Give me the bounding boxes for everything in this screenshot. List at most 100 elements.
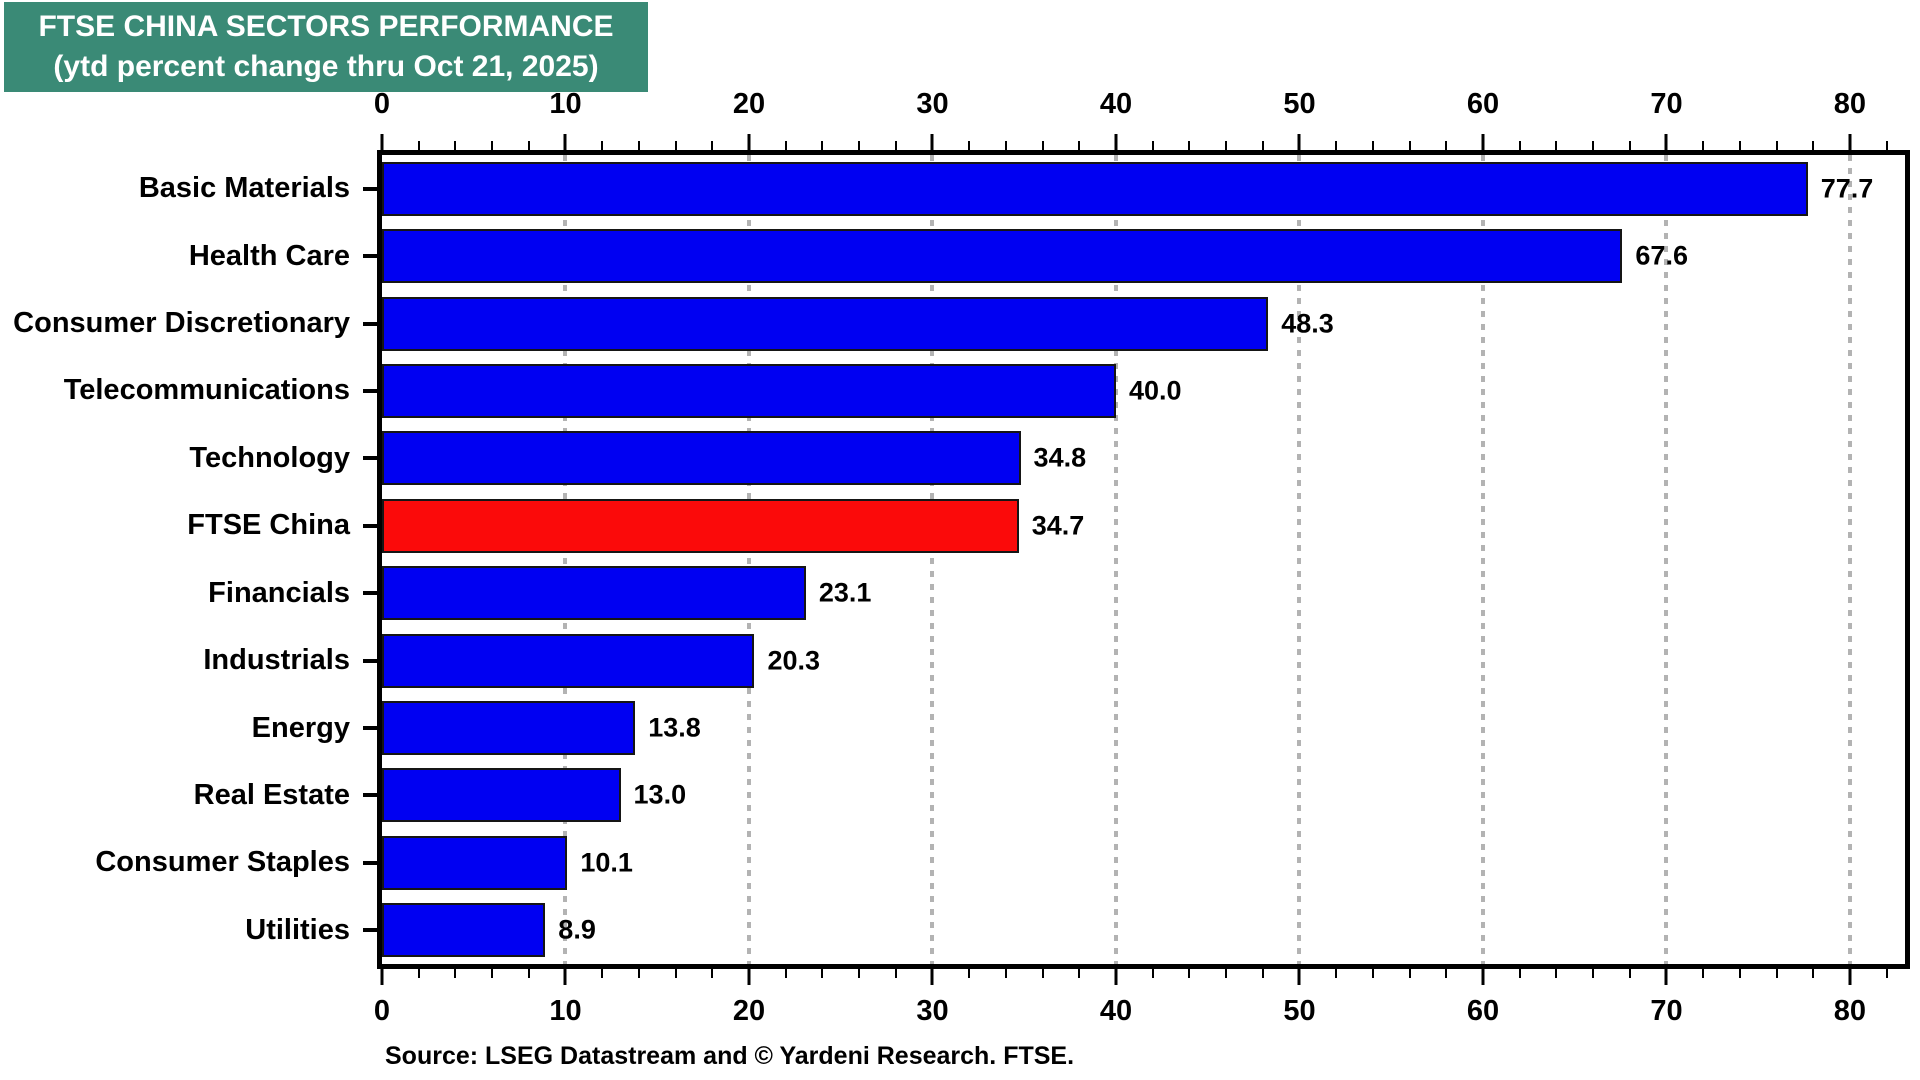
x-tick-mark-bottom <box>1114 969 1118 985</box>
x-tick-mark-top <box>1628 141 1631 150</box>
category-tick-mark <box>363 726 377 731</box>
bar-row-industrials: 20.3 <box>382 627 1905 694</box>
x-tick-mark-bottom <box>1702 969 1705 978</box>
x-tick-mark-top <box>1371 141 1374 150</box>
x-tick-label-top: 50 <box>1283 88 1316 120</box>
bar-row-consumer-discretionary: 48.3 <box>382 290 1905 357</box>
category-row-basic-materials: Basic Materials <box>30 155 377 222</box>
x-tick-mark-bottom <box>491 969 494 978</box>
category-tick-mark <box>363 388 377 393</box>
x-tick-mark-bottom <box>1041 969 1044 978</box>
category-tick-mark <box>363 658 377 663</box>
x-tick-mark-top <box>1885 141 1888 150</box>
bar-consumer-discretionary <box>382 296 1269 351</box>
bar-value-utilities: 8.9 <box>558 914 596 945</box>
x-tick-mark-top <box>1041 141 1044 150</box>
x-tick-mark-top <box>1775 141 1778 150</box>
x-axis-bottom-labels: 0 10 20 30 40 50 60 70 80 <box>374 995 1905 1033</box>
category-axis: Basic Materials Health Care Consumer Discr… <box>13 155 377 964</box>
x-tick-mark-top <box>601 141 604 150</box>
category-tick-mark <box>363 321 377 326</box>
x-tick-mark-top <box>380 134 384 150</box>
x-tick-mark-top <box>858 141 861 150</box>
x-tick-mark-top <box>711 141 714 150</box>
category-tick-mark <box>363 860 377 865</box>
category-row-utilities: Utilities <box>30 897 377 964</box>
x-tick-mark-top <box>1664 134 1668 150</box>
bar-energy <box>382 701 636 756</box>
bar-value-financials: 23.1 <box>818 577 872 608</box>
gridline-20 <box>746 155 751 964</box>
x-tick-mark-top <box>1848 134 1852 150</box>
x-tick-label-top: 80 <box>1833 88 1867 120</box>
category-label-industrials: Industrials <box>203 644 350 677</box>
x-tick-mark-bottom <box>1885 969 1888 978</box>
x-tick-label-top: 20 <box>732 88 766 120</box>
x-tick-mark-top <box>968 141 971 150</box>
category-row-telecommunications: Telecommunications <box>30 357 377 424</box>
bar-consumer-staples <box>382 835 568 890</box>
x-axis-top-ticks <box>380 126 1905 150</box>
x-tick-mark-bottom <box>1518 969 1521 978</box>
bar-row-telecommunications: 40.0 <box>382 357 1905 424</box>
bar-value-industrials: 20.3 <box>767 645 821 676</box>
chart-title-line2: (ytd percent change thru Oct 21, 2025) <box>53 50 599 83</box>
x-tick-mark-bottom <box>454 969 457 978</box>
x-tick-label-bottom: 50 <box>1283 995 1316 1027</box>
category-tick-mark <box>363 254 377 259</box>
category-row-real-estate: Real Estate <box>30 762 377 829</box>
gridline-30 <box>930 155 935 964</box>
bar-value-energy: 13.8 <box>648 712 701 743</box>
x-tick-mark-top <box>527 141 530 150</box>
category-tick-mark <box>363 793 377 798</box>
x-tick-mark-top <box>1702 141 1705 150</box>
category-row-ftse-china: FTSE China <box>30 492 377 559</box>
category-row-consumer-staples: Consumer Staples <box>30 829 377 896</box>
bar-utilities <box>382 903 546 958</box>
x-tick-label-bottom: 80 <box>1833 995 1867 1027</box>
category-tick-mark <box>363 591 377 596</box>
x-tick-mark-top <box>1297 134 1301 150</box>
x-tick-mark-bottom <box>1225 969 1228 978</box>
category-label-health-care: Health Care <box>188 239 350 272</box>
category-label-real-estate: Real Estate <box>193 778 350 811</box>
category-label-energy: Energy <box>251 711 350 744</box>
x-tick-mark-top <box>1555 141 1558 150</box>
x-tick-label-top: 60 <box>1466 88 1500 120</box>
gridline-60 <box>1480 155 1485 964</box>
bar-industrials <box>382 633 755 688</box>
x-tick-mark-bottom <box>1151 969 1154 978</box>
bar-health-care <box>382 229 1623 284</box>
bar-ftse-china <box>382 498 1019 553</box>
gridline-40 <box>1113 155 1118 964</box>
x-tick-mark-bottom <box>1188 969 1191 978</box>
bar-telecommunications <box>382 363 1116 418</box>
gridline-50 <box>1297 155 1302 964</box>
x-tick-mark-top <box>1738 141 1741 150</box>
x-tick-label-top: 0 <box>373 88 391 120</box>
x-axis-bottom-ticks <box>380 969 1905 993</box>
x-tick-mark-bottom <box>417 969 420 978</box>
x-tick-mark-bottom <box>1812 969 1815 978</box>
category-row-energy: Energy <box>30 694 377 761</box>
x-tick-label-bottom: 30 <box>916 995 949 1027</box>
x-tick-mark-top <box>1481 134 1485 150</box>
x-tick-mark-bottom <box>1004 969 1007 978</box>
category-label-consumer-discretionary: Consumer Discretionary <box>13 307 350 340</box>
x-tick-mark-bottom <box>1078 969 1081 978</box>
x-tick-mark-bottom <box>380 969 384 985</box>
gridline-70 <box>1664 155 1669 964</box>
x-tick-mark-bottom <box>784 969 787 978</box>
category-tick-mark <box>363 523 377 528</box>
x-tick-mark-bottom <box>1297 969 1301 985</box>
category-label-ftse-china: FTSE China <box>187 509 350 542</box>
x-tick-mark-bottom <box>1408 969 1411 978</box>
x-tick-label-bottom: 70 <box>1650 995 1683 1027</box>
bar-value-technology: 34.8 <box>1033 442 1087 473</box>
bar-value-basic-materials: 77.7 <box>1820 173 1874 204</box>
x-tick-mark-top <box>491 141 494 150</box>
x-tick-mark-bottom <box>968 969 971 978</box>
x-tick-label-bottom: 0 <box>373 995 391 1027</box>
x-tick-mark-bottom <box>1261 969 1264 978</box>
chart-title-line1: FTSE CHINA SECTORS PERFORMANCE <box>38 10 614 43</box>
